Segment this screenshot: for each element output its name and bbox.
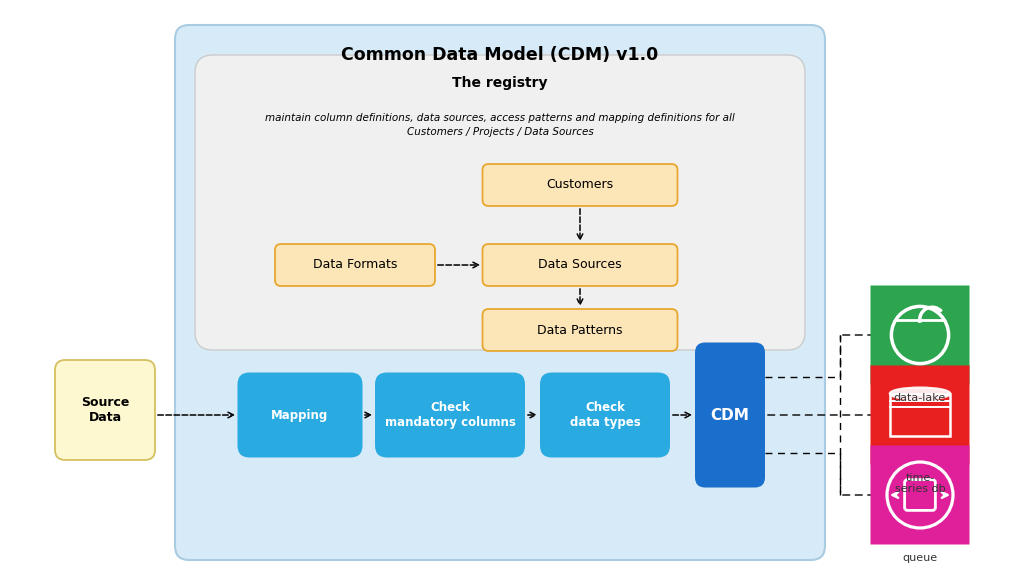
Ellipse shape — [890, 387, 950, 400]
Text: queue: queue — [902, 553, 938, 563]
Text: Check
mandatory columns: Check mandatory columns — [385, 401, 515, 429]
FancyBboxPatch shape — [175, 25, 825, 560]
Text: Check
data types: Check data types — [569, 401, 640, 429]
Text: Data Sources: Data Sources — [539, 258, 622, 272]
Bar — [890, 394, 950, 437]
Text: Data Formats: Data Formats — [312, 258, 397, 272]
FancyBboxPatch shape — [482, 164, 678, 206]
FancyBboxPatch shape — [870, 365, 970, 464]
FancyBboxPatch shape — [540, 372, 670, 457]
FancyBboxPatch shape — [195, 55, 805, 350]
Text: CDM: CDM — [711, 408, 750, 423]
FancyBboxPatch shape — [870, 445, 970, 544]
Text: data-lake: data-lake — [894, 393, 946, 403]
Text: Source
Data: Source Data — [81, 396, 129, 424]
Text: time-
series db: time- series db — [895, 472, 945, 494]
Text: Common Data Model (CDM) v1.0: Common Data Model (CDM) v1.0 — [341, 46, 658, 64]
Text: Mapping: Mapping — [271, 409, 329, 422]
Text: Customers: Customers — [547, 178, 613, 192]
FancyBboxPatch shape — [238, 372, 362, 457]
FancyBboxPatch shape — [275, 244, 435, 286]
FancyBboxPatch shape — [695, 343, 765, 488]
FancyBboxPatch shape — [55, 360, 155, 460]
Text: maintain column definitions, data sources, access patterns and mapping definitio: maintain column definitions, data source… — [265, 113, 735, 137]
Text: The registry: The registry — [453, 76, 548, 90]
FancyBboxPatch shape — [375, 372, 525, 457]
FancyBboxPatch shape — [482, 244, 678, 286]
FancyBboxPatch shape — [870, 285, 970, 384]
Text: Data Patterns: Data Patterns — [538, 324, 623, 336]
FancyBboxPatch shape — [482, 309, 678, 351]
